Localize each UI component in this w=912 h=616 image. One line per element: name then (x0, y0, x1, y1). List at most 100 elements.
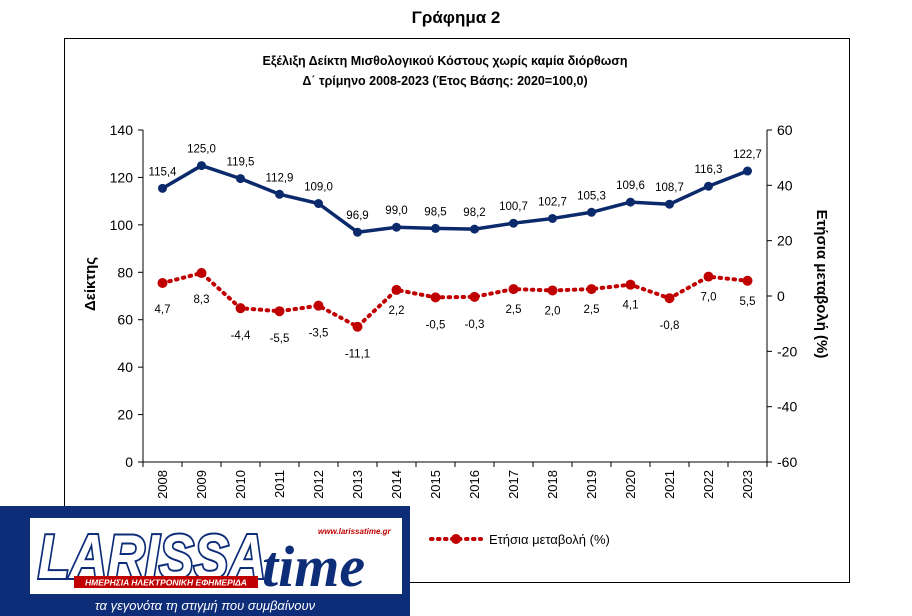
index-data-label: 109,6 (616, 180, 645, 192)
y2-tick-label: -60 (777, 454, 797, 470)
legend-label: Ετήσια μεταβολή (%) (489, 532, 610, 547)
change-data-label: 4,1 (623, 300, 639, 312)
change-data-label: 5,5 (740, 296, 756, 308)
y2-tick-label: 20 (777, 233, 793, 249)
x-tick-label: 2020 (623, 470, 638, 499)
index-point (392, 222, 401, 232)
logo-graphic: LARISSA www.larissatime.gr time ΗΜΕΡΗΣΙΑ… (0, 506, 410, 616)
change-point (664, 293, 675, 304)
change-point (430, 292, 441, 303)
index-data-label: 122,7 (733, 149, 762, 161)
y-tick-label: 40 (117, 359, 133, 375)
change-data-label: -0,5 (426, 319, 446, 331)
change-point (625, 279, 636, 290)
change-data-label: 8,3 (194, 294, 210, 306)
x-tick-label: 2013 (350, 470, 365, 499)
x-tick-label: 2018 (545, 470, 560, 499)
index-data-label: 96,9 (346, 210, 368, 222)
change-data-label: -11,1 (345, 349, 370, 361)
change-data-label: 2,5 (506, 304, 522, 316)
change-data-label: -3,5 (309, 328, 329, 340)
change-point (352, 321, 363, 332)
logo-subtitle: ΗΜΕΡΗΣΙΑ ΗΛΕΚΤΡΟΝΙΚΗ ΕΦΗΜΕΡΙΔΑ (85, 578, 247, 588)
index-point (665, 199, 674, 209)
index-point (626, 197, 635, 207)
y-tick-label: 120 (110, 169, 134, 185)
change-data-label: 7,0 (701, 292, 717, 304)
change-point (157, 277, 168, 288)
index-data-label: 100,7 (499, 201, 528, 213)
index-point (236, 174, 245, 184)
x-tick-label: 2016 (467, 470, 482, 499)
series-layer (157, 161, 753, 332)
change-point (586, 284, 597, 295)
change-point (313, 300, 324, 311)
x-tick-label: 2012 (311, 470, 326, 499)
change-point (196, 268, 207, 279)
index-data-label: 105,3 (577, 190, 606, 202)
index-data-label: 109,0 (304, 182, 333, 194)
page-title: Γράφημα 2 (411, 8, 501, 27)
index-point (743, 166, 752, 176)
index-point (197, 161, 206, 171)
change-data-label: 2,2 (389, 305, 405, 317)
logo-slogan: τα γεγονότα τη στιγμή που συμβαίνουν (95, 598, 316, 613)
index-data-label: 99,0 (385, 205, 407, 217)
index-data-label: 116,3 (695, 164, 723, 176)
index-series-line (161, 163, 749, 234)
change-point (469, 291, 480, 302)
chart-frame: Εξέλιξη Δείκτη Μισθολογικού Κόστους χωρί… (64, 38, 850, 583)
y2-axis-title: Ετήσια μεταβολή (%) (813, 210, 830, 359)
axes: 0 20 40 60 80 100 120 140 -60 -40 -20 0 20 40 60 2008 20… (110, 122, 798, 499)
y-tick-label: 140 (110, 122, 134, 138)
index-data-label: 115,4 (149, 166, 178, 178)
chart-title-line2: Δ΄ τρίμηνο 2008-2023 (Έτος Βάσης: 2020=1… (302, 74, 587, 88)
change-point (391, 284, 402, 295)
index-point (704, 181, 713, 191)
change-data-label: -0,3 (465, 319, 485, 331)
logo-larissatime: LARISSA www.larissatime.gr time ΗΜΕΡΗΣΙΑ… (0, 506, 410, 616)
chart-title-line1: Εξέλιξη Δείκτη Μισθολογικού Κόστους χωρί… (262, 54, 627, 68)
chart: Εξέλιξη Δείκτη Μισθολογικού Κόστους χωρί… (82, 54, 830, 547)
logo-url: www.larissatime.gr (318, 527, 392, 536)
x-tick-label: 2008 (155, 470, 170, 499)
index-point (509, 218, 518, 228)
x-tick-label: 2023 (740, 470, 755, 499)
index-data-label: 125,0 (187, 144, 216, 156)
index-point (353, 227, 362, 237)
change-data-label: -4,4 (231, 330, 251, 342)
y2-tick-label: -20 (777, 343, 797, 359)
change-series-line (160, 271, 750, 329)
index-data-label: 119,5 (227, 157, 255, 169)
change-data-label: -5,5 (270, 333, 290, 345)
index-point (470, 224, 479, 234)
y-axis-title: Δείκτης (82, 257, 99, 311)
y-tick-label: 100 (110, 217, 134, 233)
change-point (508, 284, 519, 295)
y-tick-label: 80 (117, 264, 133, 280)
y-tick-label: 0 (125, 454, 133, 470)
change-data-label: 2,0 (545, 305, 561, 317)
change-data-label: -0,8 (660, 320, 680, 332)
change-point (274, 306, 285, 317)
x-tick-label: 2010 (233, 470, 248, 499)
logo-name-part2: time (262, 534, 365, 599)
change-data-label: 2,5 (584, 304, 600, 316)
change-point (235, 303, 246, 314)
index-data-label: 112,9 (266, 172, 294, 184)
x-tick-label: 2015 (428, 470, 443, 499)
y2-tick-label: 0 (777, 288, 785, 304)
y2-tick-label: 40 (777, 177, 793, 193)
index-point (314, 199, 323, 209)
index-data-label: 102,7 (538, 196, 567, 208)
y2-tick-label: 60 (777, 122, 793, 138)
y-tick-label: 60 (117, 312, 133, 328)
index-point (431, 223, 440, 233)
x-tick-label: 2009 (194, 470, 209, 499)
x-tick-label: 2011 (272, 470, 287, 498)
x-tick-label: 2019 (584, 470, 599, 499)
legend-marker (451, 534, 461, 544)
change-point (547, 285, 558, 296)
index-data-label: 98,2 (463, 207, 485, 219)
index-data-label: 108,7 (655, 182, 684, 194)
